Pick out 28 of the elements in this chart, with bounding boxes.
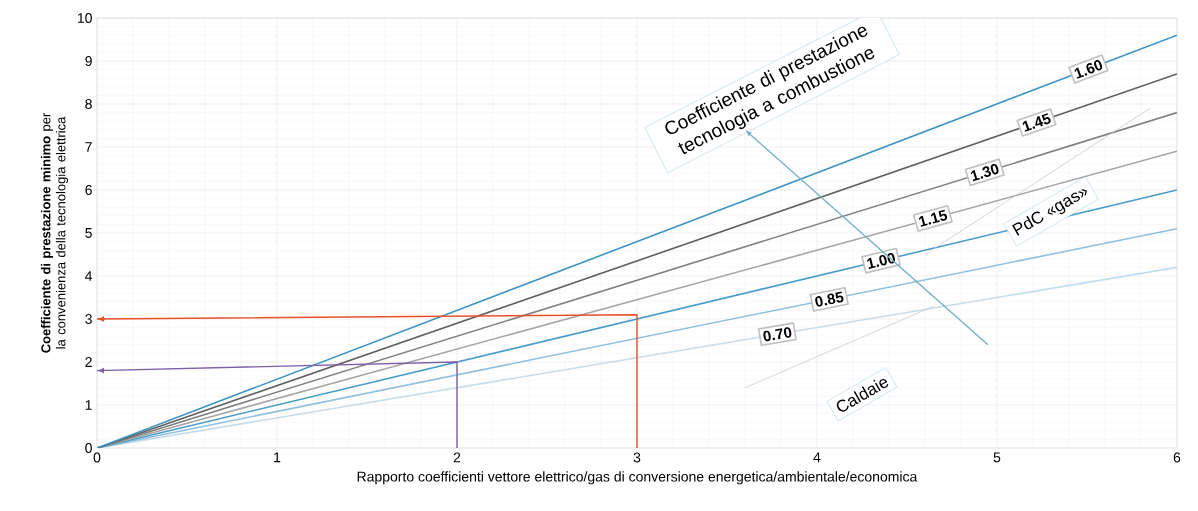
text: 0.85 — [815, 291, 844, 307]
text: 1.00 — [867, 252, 895, 269]
y-axis-title: Coefficiente di prestazione minimo per la convenienza della tecnologia elettrica — [40, 112, 69, 353]
y-tick-label: 10 — [77, 13, 92, 23]
text: 1.30 — [970, 163, 999, 182]
x-axis-title: Rapporto coefficienti vettore elettrico/gas di conversione energetica/ambientale/economica — [357, 471, 918, 485]
y-tick-label: 6 — [85, 185, 92, 195]
x-tick-label: 5 — [993, 452, 1001, 463]
text: 1.45 — [1022, 113, 1051, 132]
text: 1.15 — [918, 209, 948, 227]
y-tick-label: 2 — [85, 357, 92, 367]
y-tick-label: 3 — [85, 314, 92, 324]
y-tick-label: 5 — [85, 228, 92, 238]
annotation: PdC «gas» — [1012, 189, 1087, 236]
x-tick-label: 3 — [633, 452, 641, 463]
y-tick-label: 7 — [85, 142, 92, 152]
x-tick-label: 0 — [93, 452, 101, 463]
y-tick-label: 4 — [85, 271, 93, 281]
y-tick-label: 0 — [85, 443, 92, 453]
y-tick-label: 9 — [85, 56, 92, 66]
text: 0.70 — [763, 327, 792, 342]
x-tick-label: 1 — [274, 452, 281, 463]
x-tick-label: 6 — [1173, 452, 1181, 463]
y-tick-label: 1 — [85, 400, 92, 410]
x-tick-label: 4 — [813, 452, 821, 463]
y-tick-label: 8 — [85, 99, 92, 109]
text: 1.60 — [1074, 60, 1103, 79]
x-tick-label: 2 — [453, 452, 461, 463]
